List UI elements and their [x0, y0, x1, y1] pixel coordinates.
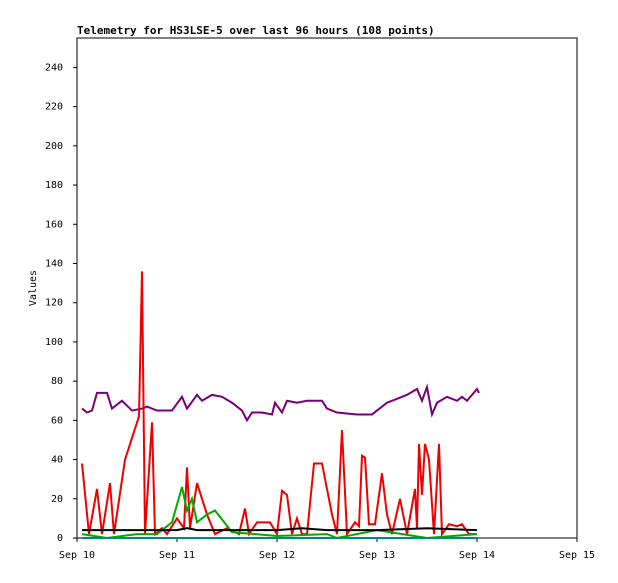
y-tick-label: 20 [51, 494, 63, 505]
y-tick-label: 60 [51, 415, 63, 426]
x-tick-label: Sep 13 [359, 550, 395, 561]
y-tick-label: 160 [45, 219, 63, 230]
x-tick-label: Sep 15 [559, 550, 595, 561]
x-tick-label: Sep 10 [59, 550, 95, 561]
y-tick-label: 240 [45, 62, 63, 73]
y-tick-label: 80 [51, 376, 63, 387]
series-line [82, 527, 478, 532]
y-tick-label: 40 [51, 455, 63, 466]
series-line [81, 486, 478, 540]
x-tick-label: Sep 12 [259, 550, 295, 561]
chart-title: Telemetry for HS3LSE-5 over last 96 hour… [77, 24, 435, 37]
y-tick-label: 0 [57, 533, 63, 544]
x-tick-label: Sep 11 [159, 550, 195, 561]
y-tick-label: 120 [45, 298, 63, 309]
series-line [81, 383, 480, 423]
y-axis-label: Values [28, 270, 39, 306]
x-tick-label: Sep 14 [459, 550, 495, 561]
y-tick-label: 140 [45, 258, 63, 269]
y-tick-label: 100 [45, 337, 63, 348]
plot-area [76, 37, 578, 539]
y-tick-label: 220 [45, 102, 63, 113]
y-tick-label: 200 [45, 141, 63, 152]
y-tick-label: 180 [45, 180, 63, 191]
